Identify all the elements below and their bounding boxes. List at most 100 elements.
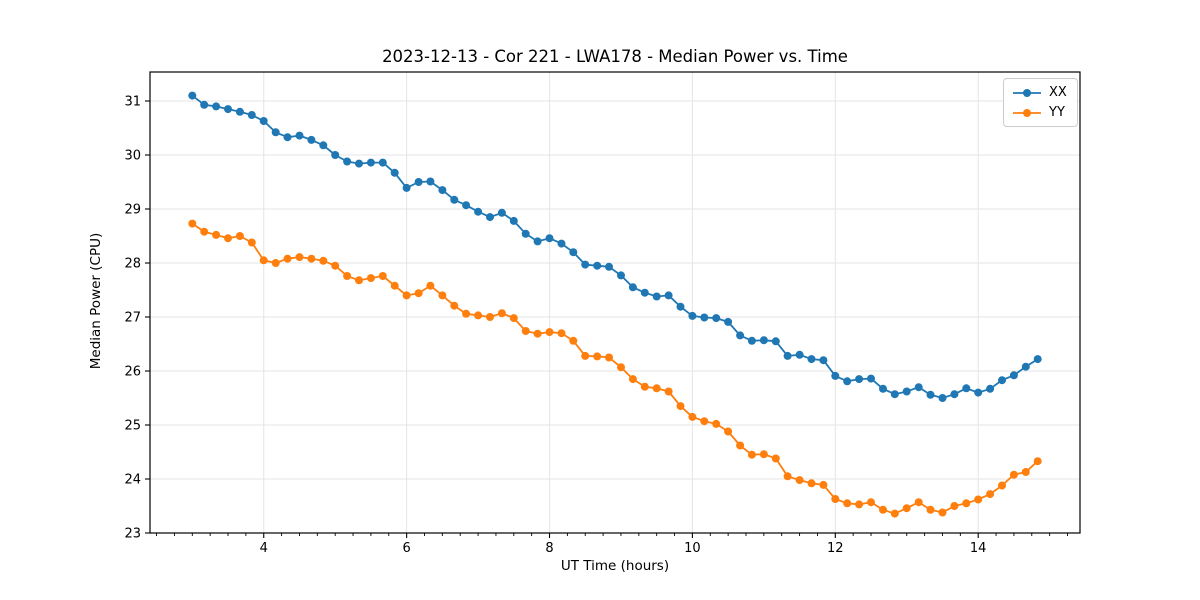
data-point-yy	[426, 281, 435, 290]
y-tick-label: 28	[124, 256, 141, 271]
legend-label-yy: YY	[1049, 105, 1065, 120]
data-point-yy	[1021, 468, 1030, 476]
data-point-xx	[319, 141, 328, 150]
data-point-yy	[867, 498, 875, 507]
y-tick-label: 31	[124, 94, 141, 109]
legend-item-yy: YY	[1013, 104, 1067, 121]
data-point-xx	[1033, 355, 1042, 364]
data-point-yy	[188, 219, 197, 228]
x-tick-label: 8	[545, 541, 553, 556]
chart-title: 2023-12-13 - Cor 221 - LWA178 - Median P…	[382, 47, 848, 66]
data-point-yy	[247, 238, 256, 247]
x-axis-label: UT Time (hours)	[560, 558, 670, 574]
data-point-xx	[1021, 362, 1030, 371]
data-point-xx	[783, 351, 792, 360]
data-point-xx	[271, 128, 280, 137]
data-point-xx	[390, 168, 399, 177]
data-point-yy	[795, 476, 804, 485]
data-point-xx	[1009, 371, 1018, 380]
series-line-yy	[191, 222, 1039, 515]
data-point-xx	[355, 159, 363, 168]
y-tick-label: 30	[124, 148, 141, 163]
data-point-xx	[831, 371, 840, 380]
data-point-yy	[974, 495, 983, 504]
x-tick-label: 14	[970, 541, 987, 556]
data-point-yy	[521, 327, 530, 335]
data-point-xx	[509, 216, 518, 225]
data-point-xx	[890, 390, 899, 399]
data-point-xx	[926, 390, 935, 399]
data-point-yy	[938, 508, 947, 517]
data-point-xx	[771, 337, 780, 346]
data-point-yy	[319, 256, 328, 265]
data-point-yy	[855, 500, 864, 509]
data-point-yy	[688, 412, 697, 421]
data-point-yy	[962, 499, 971, 508]
data-point-yy	[295, 253, 304, 262]
data-point-xx	[700, 313, 709, 322]
data-point-xx	[807, 355, 816, 364]
data-point-yy	[581, 351, 590, 360]
data-point-xx	[331, 151, 340, 159]
data-point-yy	[307, 254, 316, 263]
data-point-yy	[593, 352, 602, 361]
legend-line-marker-xx	[1013, 88, 1041, 97]
data-point-xx	[712, 314, 721, 323]
legend-label-xx: XX	[1049, 85, 1067, 100]
data-point-yy	[747, 450, 756, 459]
y-tick-label: 26	[124, 364, 141, 379]
data-point-xx	[843, 377, 852, 386]
data-point-xx	[652, 292, 661, 301]
data-point-xx	[902, 387, 911, 396]
data-point-yy	[212, 230, 221, 239]
data-point-yy	[914, 498, 923, 507]
data-point-xx	[795, 350, 804, 359]
data-point-xx	[343, 157, 352, 166]
y-tick-label: 24	[124, 472, 141, 487]
data-point-xx	[819, 356, 828, 365]
x-tick-label: 12	[827, 541, 844, 556]
data-point-yy	[486, 313, 494, 321]
data-point-yy	[700, 417, 709, 426]
legend-line-marker-yy	[1013, 108, 1041, 117]
data-point-yy	[545, 328, 554, 337]
data-point-xx	[426, 177, 435, 186]
data-point-yy	[676, 402, 685, 411]
data-point-yy	[950, 502, 959, 510]
data-point-xx	[497, 208, 506, 217]
data-point-yy	[736, 441, 745, 450]
data-point-yy	[807, 479, 816, 488]
data-point-yy	[557, 329, 566, 338]
data-point-yy	[724, 427, 733, 436]
data-point-xx	[474, 207, 483, 216]
data-point-yy	[628, 375, 637, 384]
data-point-xx	[759, 336, 768, 345]
data-point-xx	[605, 262, 613, 271]
y-tick-label: 25	[124, 418, 141, 433]
data-point-xx	[593, 261, 602, 270]
data-point-xx	[998, 376, 1006, 385]
legend: XX YY	[1003, 78, 1078, 127]
data-point-xx	[640, 288, 649, 297]
data-point-xx	[628, 283, 637, 292]
data-point-yy	[902, 504, 911, 513]
data-point-xx	[617, 271, 625, 280]
data-point-xx	[247, 111, 256, 119]
data-point-xx	[557, 239, 566, 248]
data-point-xx	[295, 131, 304, 140]
data-point-yy	[366, 274, 375, 283]
data-point-xx	[545, 234, 554, 243]
data-point-xx	[366, 158, 375, 167]
data-point-yy	[771, 454, 780, 463]
data-point-yy	[474, 311, 483, 320]
data-point-yy	[783, 472, 792, 481]
data-point-xx	[581, 260, 590, 269]
data-point-yy	[331, 261, 340, 270]
data-point-yy	[617, 363, 625, 372]
data-point-yy	[664, 387, 673, 396]
data-point-yy	[998, 481, 1006, 490]
data-point-xx	[736, 331, 745, 340]
data-point-xx	[688, 311, 697, 320]
data-point-yy	[652, 384, 661, 393]
